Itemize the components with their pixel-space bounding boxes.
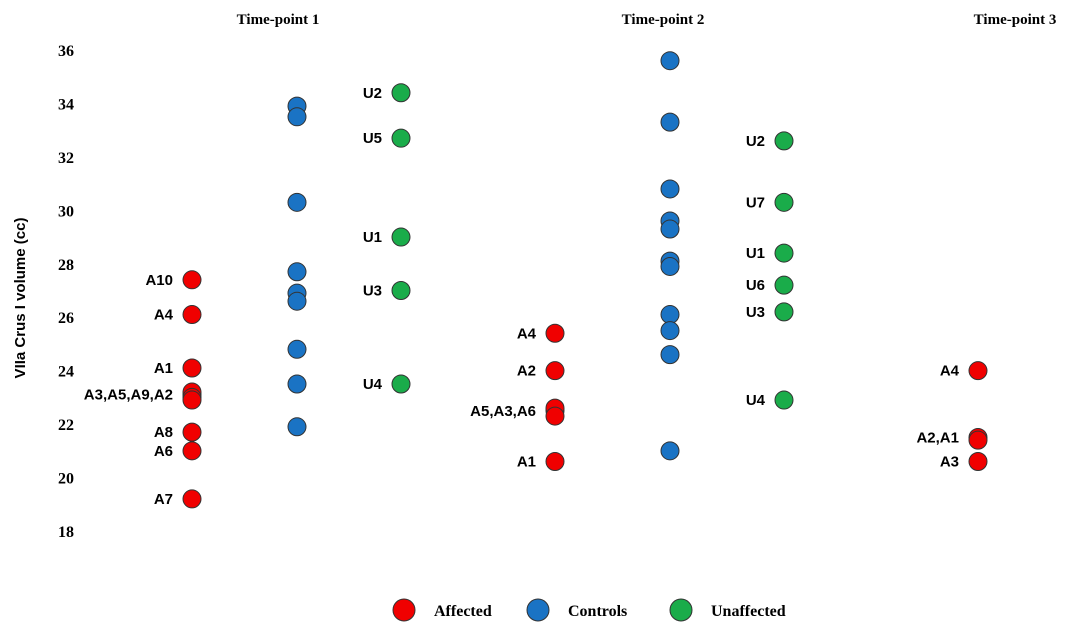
data-point-affected (182, 305, 202, 325)
data-point-controls (660, 256, 680, 276)
data-point-affected (182, 390, 202, 410)
data-point-unaffected (774, 243, 794, 263)
data-point-label: A2,A1 (916, 429, 959, 446)
data-point-unaffected (774, 131, 794, 151)
timepoint-title: Time-point 1 (237, 12, 320, 28)
timepoint-title: Time-point 2 (622, 12, 705, 28)
data-point-label: U3 (363, 283, 382, 300)
data-point-label: A2 (517, 363, 536, 380)
legend-marker-unaffected (669, 598, 693, 622)
data-point-affected (545, 361, 565, 381)
data-point-affected (968, 430, 988, 450)
y-tick-label: 32 (58, 150, 74, 167)
y-tick-label: 22 (58, 417, 74, 434)
data-point-label: A7 (154, 491, 173, 508)
legend-marker-controls (526, 598, 550, 622)
data-point-affected (545, 406, 565, 426)
data-point-affected (968, 361, 988, 381)
data-point-controls (660, 321, 680, 341)
data-point-controls (660, 51, 680, 71)
legend-label: Unaffected (711, 603, 786, 620)
data-point-label: A5,A3,A6 (470, 403, 536, 420)
data-point-label: U7 (746, 194, 765, 211)
data-point-affected (182, 489, 202, 509)
data-point-unaffected (391, 227, 411, 247)
data-point-label: U5 (363, 130, 382, 147)
y-tick-label: 36 (58, 43, 74, 60)
data-point-label: A1 (517, 454, 536, 471)
data-point-affected (182, 358, 202, 378)
data-point-affected (545, 452, 565, 472)
y-tick-label: 28 (58, 257, 74, 274)
timepoint-title: Time-point 3 (974, 12, 1057, 28)
y-tick-label: 26 (58, 310, 74, 327)
data-point-affected (545, 323, 565, 343)
data-point-unaffected (391, 374, 411, 394)
data-point-label: U4 (746, 392, 766, 409)
data-point-controls (287, 192, 307, 212)
data-point-controls (287, 374, 307, 394)
data-point-label: U6 (746, 277, 765, 294)
data-point-label: U2 (363, 85, 382, 102)
data-point-controls (660, 179, 680, 199)
data-point-controls (287, 107, 307, 127)
data-point-label: U1 (746, 245, 765, 262)
data-point-label: A4 (154, 307, 174, 324)
data-point-label: A8 (154, 424, 173, 441)
data-point-controls (660, 219, 680, 239)
data-point-affected (182, 441, 202, 461)
legend-label: Controls (568, 603, 627, 620)
data-point-affected (968, 452, 988, 472)
data-point-controls (287, 291, 307, 311)
y-tick-label: 34 (58, 96, 74, 113)
data-point-label: U1 (363, 229, 382, 246)
data-point-unaffected (391, 83, 411, 103)
y-tick-label: 24 (58, 364, 74, 381)
data-point-label: A4 (517, 325, 537, 342)
y-tick-label: 18 (58, 524, 74, 541)
data-point-label: U4 (363, 376, 383, 393)
data-point-affected (182, 270, 202, 290)
y-tick-label: 30 (58, 203, 74, 220)
data-point-unaffected (391, 281, 411, 300)
data-point-controls (660, 112, 680, 132)
data-point-label: A1 (154, 360, 173, 377)
data-point-unaffected (391, 128, 411, 148)
data-point-label: A4 (940, 363, 960, 380)
legend-label: Affected (434, 603, 492, 620)
data-point-controls (660, 305, 680, 325)
data-point-controls (660, 441, 680, 461)
data-point-label: U3 (746, 304, 765, 321)
data-point-label: A6 (154, 443, 173, 460)
data-point-unaffected (774, 192, 794, 212)
data-point-label: A3,A5,A9,A2 (84, 387, 173, 404)
data-point-unaffected (774, 275, 794, 295)
data-point-label: U2 (746, 133, 765, 150)
data-point-affected (182, 422, 202, 442)
data-point-controls (660, 345, 680, 365)
data-point-unaffected (774, 390, 794, 410)
data-point-label: A10 (145, 272, 173, 289)
data-point-controls (287, 339, 307, 359)
data-point-controls (287, 417, 307, 437)
data-point-label: A3 (940, 454, 959, 471)
legend-marker-affected (392, 598, 416, 622)
data-point-controls (287, 262, 307, 282)
y-tick-label: 20 (58, 471, 74, 488)
y-axis-label: VIIa Crus I volume (cc) (12, 218, 29, 379)
data-point-unaffected (774, 302, 794, 322)
